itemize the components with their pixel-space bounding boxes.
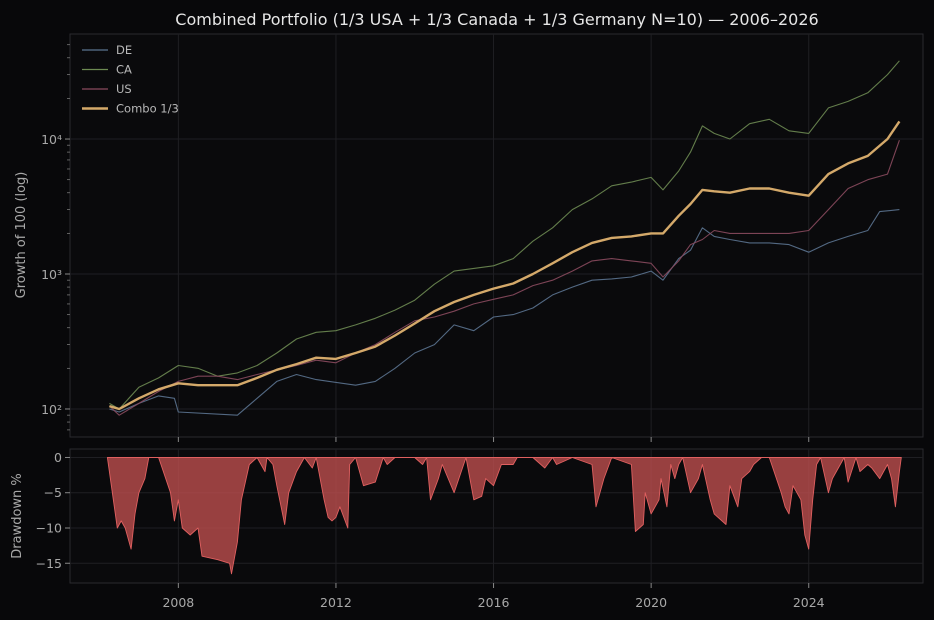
legend: DE CA US Combo 1/3: [82, 43, 179, 116]
main-y-axis-label: Growth of 100 (log): [14, 172, 29, 299]
drawdown-area: [106, 457, 902, 575]
drawdown-y-tick-label: −10: [36, 520, 62, 535]
drawdown-panel: 0 −5 −10 −15 2008 2012 2016 2020 2024 Drawdown …: [10, 448, 924, 610]
drawdown-x-tick-label: 2012: [320, 595, 352, 610]
main-y-ticks: 10² 10³ 10⁴: [41, 44, 70, 431]
drawdown-x-ticks: 2008 2012 2016 2020 2024: [162, 583, 825, 610]
main-y-tick-label: 10³: [41, 267, 62, 282]
legend-label-us: US: [116, 82, 132, 96]
legend-label-ca: CA: [116, 63, 132, 77]
chart-title: Combined Portfolio (1/3 USA + 1/3 Canada…: [175, 10, 818, 29]
series-line-us: [109, 140, 900, 416]
drawdown-x-tick-label: 2024: [793, 595, 825, 610]
legend-label-combo-1-3: Combo 1/3: [116, 102, 179, 116]
drawdown-y-tick-label: 0: [54, 450, 62, 465]
drawdown-y-ticks: 0 −5 −10 −15: [36, 450, 70, 571]
main-gridlines: [70, 34, 923, 437]
drawdown-x-tick-label: 2008: [162, 595, 194, 610]
drawdown-y-tick-label: −15: [36, 556, 62, 571]
drawdown-y-tick-label: −5: [44, 485, 62, 500]
drawdown-y-axis-label: Drawdown %: [10, 473, 25, 559]
main-y-tick-label: 10²: [41, 402, 62, 417]
series-line-de: [109, 209, 900, 416]
main-plot-area: [69, 33, 924, 438]
drawdown-series-group: [106, 457, 902, 575]
drawdown-x-tick-label: 2016: [478, 595, 510, 610]
series-line-ca: [109, 60, 900, 410]
drawdown-x-tick-label: 2020: [635, 595, 667, 610]
main-y-tick-label: 10⁴: [41, 132, 62, 147]
series-line-combo-1-3: [109, 120, 901, 411]
main-panel: 10² 10³ 10⁴ Growth of 100 (log): [14, 33, 924, 442]
legend-label-de: DE: [116, 43, 132, 57]
main-series-group: [109, 60, 901, 416]
main-x-ticks: [177, 437, 810, 442]
